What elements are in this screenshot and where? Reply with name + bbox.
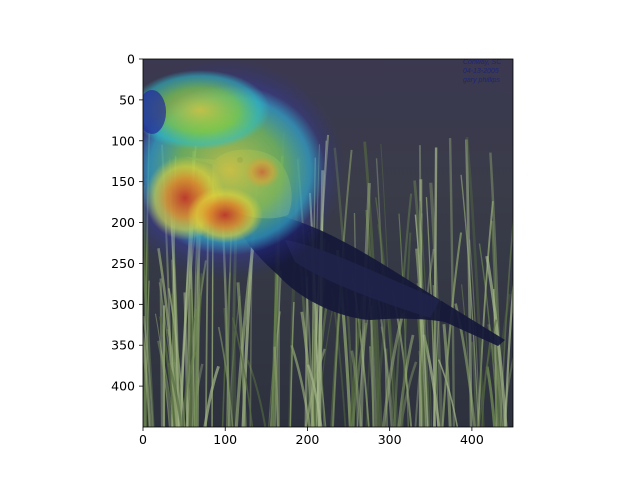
grass-blade bbox=[233, 331, 237, 427]
grass-blade bbox=[489, 152, 503, 427]
grass-blade bbox=[300, 311, 315, 427]
photo-watermark: Conway, SC 04-13-2005 gary phillips bbox=[463, 59, 502, 84]
grass-blade bbox=[374, 309, 389, 427]
grass-blade bbox=[460, 174, 480, 427]
x-tick-label: 300 bbox=[378, 432, 402, 447]
grass-blade bbox=[351, 322, 368, 427]
grass-blade bbox=[485, 366, 496, 427]
grass-blade bbox=[143, 326, 152, 427]
grass-blade bbox=[157, 248, 179, 427]
axes-frame bbox=[142, 58, 514, 428]
grass-blade bbox=[418, 350, 424, 427]
watermark-line-3: gary phillips bbox=[463, 77, 500, 84]
heatmap-head bbox=[244, 156, 280, 188]
heatmap-overlay bbox=[143, 60, 345, 280]
grass-blade bbox=[273, 346, 279, 427]
grass-blade bbox=[143, 331, 151, 427]
grass-blade bbox=[231, 317, 254, 427]
x-tick-label: 0 bbox=[139, 432, 147, 447]
grass-blade bbox=[448, 138, 456, 427]
grass-blade bbox=[350, 350, 363, 427]
grass-blade bbox=[437, 359, 459, 427]
grass-blade bbox=[380, 326, 395, 427]
grass-blade bbox=[154, 313, 170, 427]
bird-wing bbox=[285, 240, 440, 318]
grass-blade bbox=[166, 328, 184, 427]
x-tick-label: 100 bbox=[213, 432, 237, 447]
watermark-line-1: Conway, SC bbox=[463, 59, 502, 66]
grass-blade bbox=[167, 362, 183, 427]
grass-blade bbox=[381, 313, 405, 427]
x-tick-label: 200 bbox=[296, 432, 320, 447]
grass-blade bbox=[417, 316, 426, 427]
y-tick-label: 300 bbox=[111, 297, 135, 312]
grass-blade bbox=[415, 248, 428, 427]
y-tick-label: 150 bbox=[111, 174, 135, 189]
grass-blade bbox=[429, 182, 444, 427]
y-tick-label: 50 bbox=[119, 92, 135, 107]
y-tick-label: 250 bbox=[111, 256, 135, 271]
y-tick-label: 200 bbox=[111, 215, 135, 230]
grass-blade bbox=[397, 334, 415, 427]
grass-blade bbox=[274, 270, 282, 427]
grass-blade bbox=[157, 340, 173, 427]
grass-blade bbox=[183, 292, 189, 427]
grass-blade bbox=[401, 232, 412, 427]
grass-blade bbox=[182, 317, 196, 427]
y-tick-label: 0 bbox=[127, 52, 135, 67]
watermark-line-2: 04-13-2005 bbox=[463, 68, 499, 75]
grass-blade bbox=[246, 360, 267, 427]
heatmap-left-edge bbox=[143, 90, 166, 134]
grass-blade bbox=[461, 284, 473, 427]
y-tick-label: 350 bbox=[111, 338, 135, 353]
heatmap-hot-center bbox=[187, 187, 263, 243]
y-axis: 0 50 100 150 200 250 300 350 400 bbox=[111, 52, 143, 394]
grass-blade bbox=[492, 293, 511, 427]
grass-blade bbox=[478, 243, 499, 427]
grass-blade bbox=[307, 364, 323, 427]
grass-blade bbox=[143, 315, 154, 427]
x-axis: 0 100 200 300 400 bbox=[139, 427, 484, 447]
grass-blade bbox=[158, 282, 177, 427]
grass-blade bbox=[143, 250, 155, 427]
y-tick-label: 400 bbox=[111, 379, 135, 394]
grass-blade bbox=[465, 137, 485, 427]
grass-blade bbox=[477, 201, 494, 427]
image-panel: Conway, SC 04-13-2005 gary phillips bbox=[143, 59, 513, 427]
grass-blade bbox=[422, 334, 441, 427]
heatmap-top bbox=[143, 70, 270, 150]
grass-blade bbox=[289, 301, 295, 427]
grass-blade bbox=[223, 307, 231, 427]
grass-blade bbox=[471, 341, 478, 427]
grass-blade bbox=[217, 326, 234, 427]
grass-blade bbox=[477, 319, 498, 427]
grass-blade bbox=[485, 255, 508, 427]
y-tick-label: 100 bbox=[111, 133, 135, 148]
x-tick-label: 400 bbox=[460, 432, 484, 447]
